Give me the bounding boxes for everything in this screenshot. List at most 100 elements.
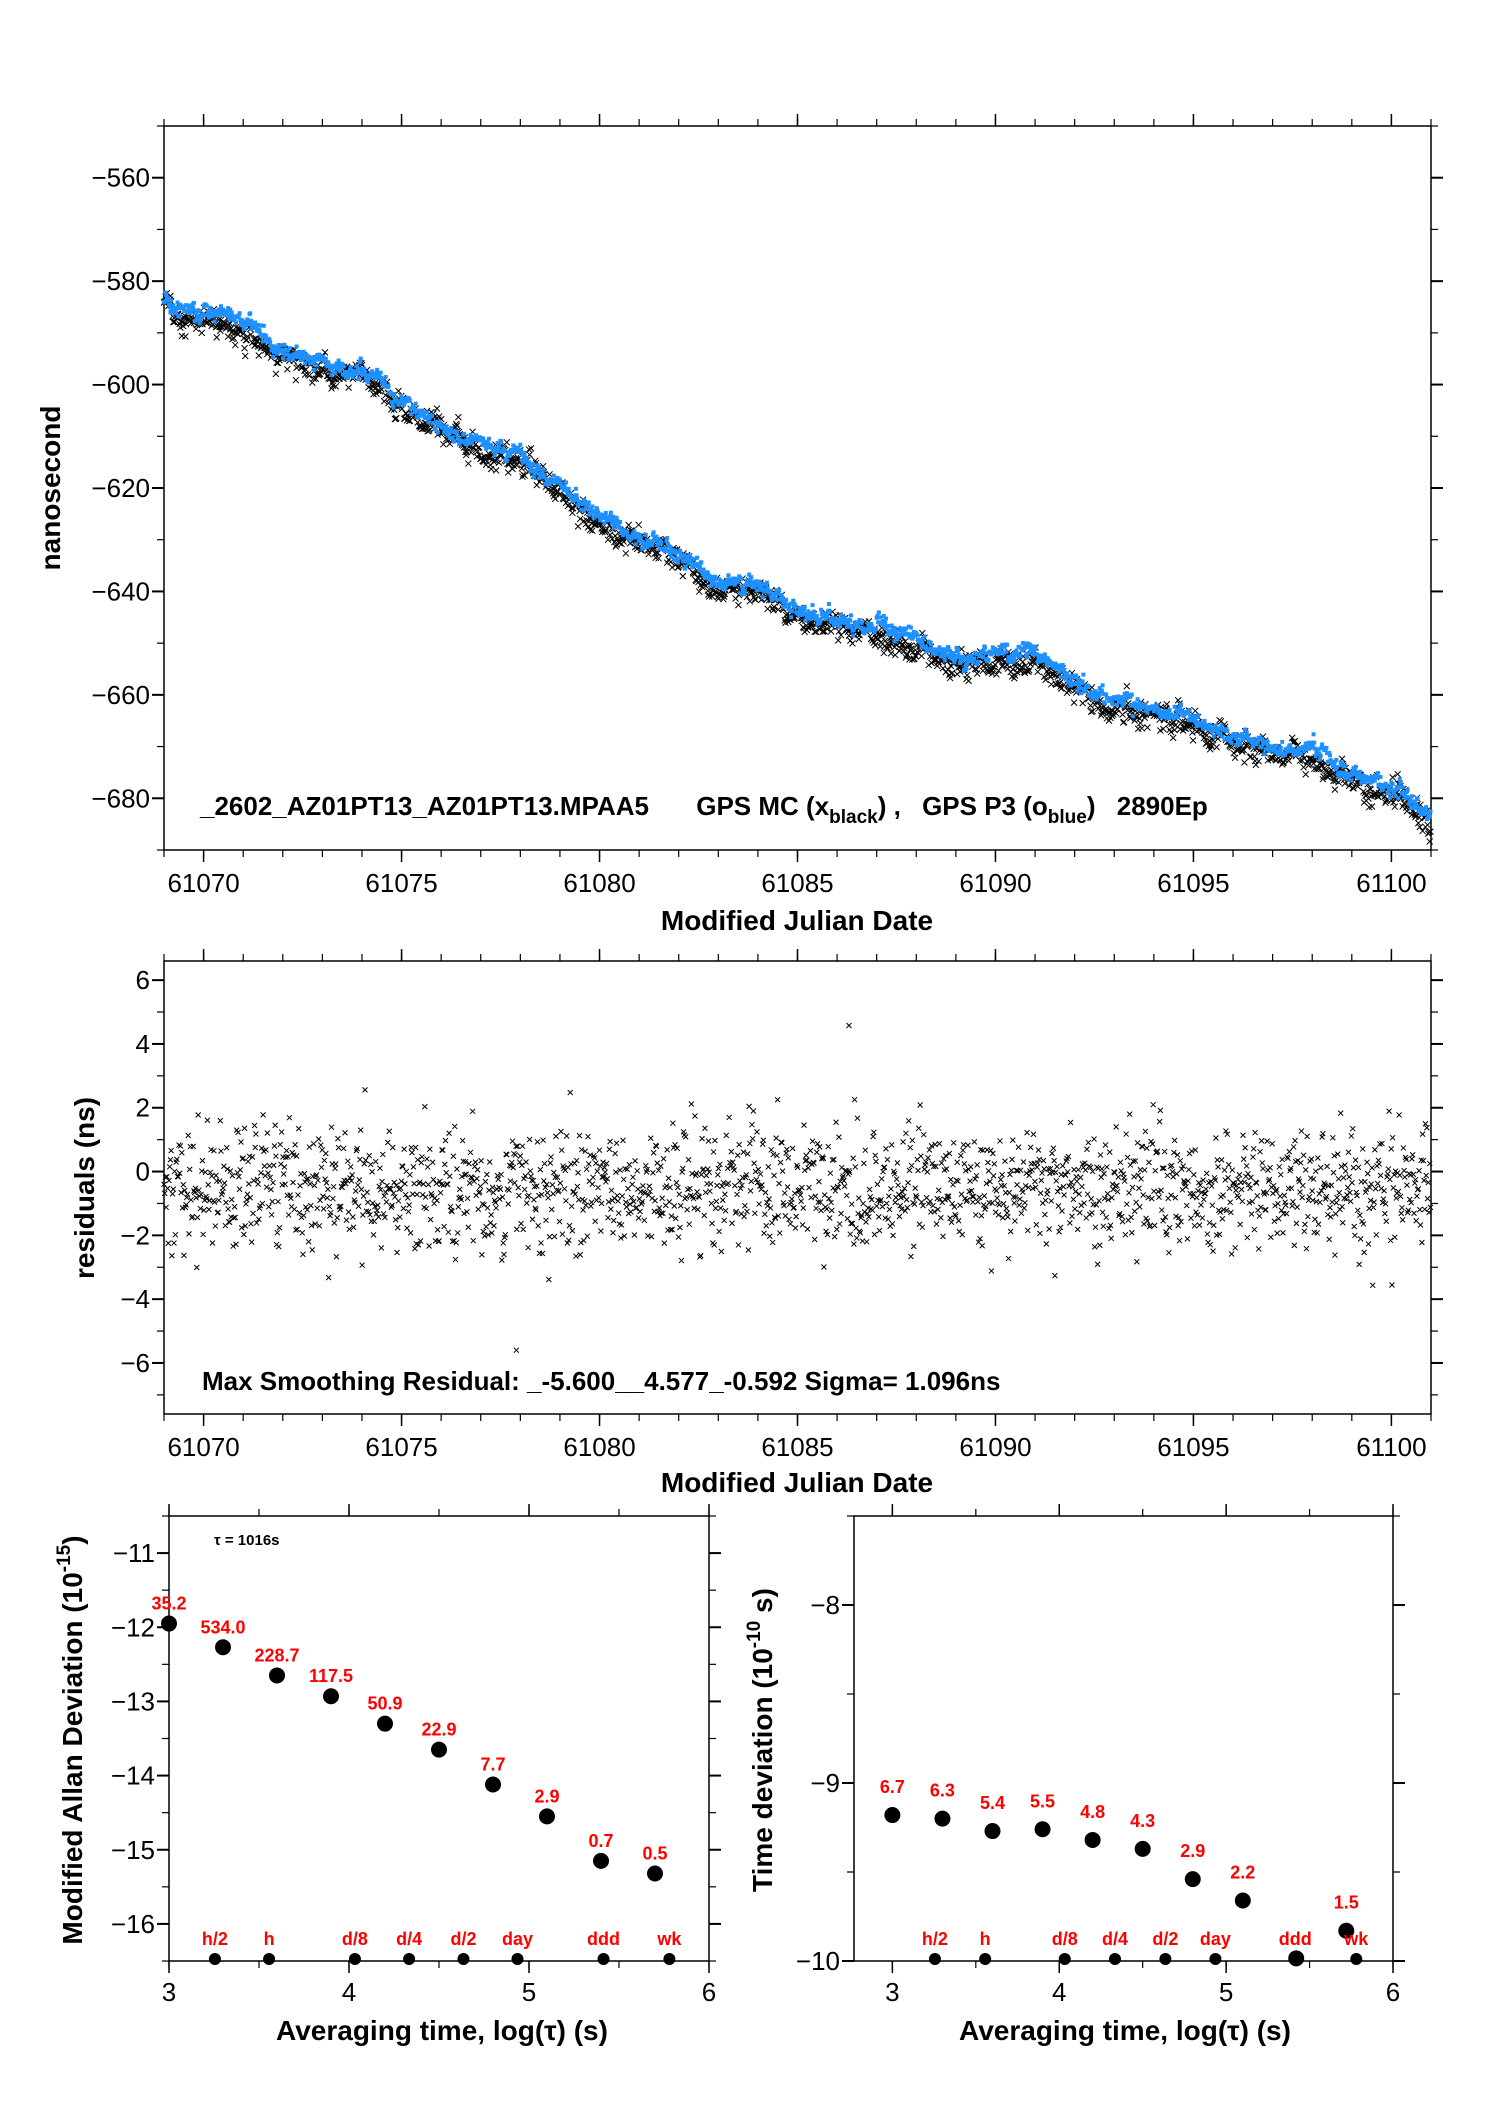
residual-point (741, 1213, 747, 1220)
blue-o-point (857, 618, 862, 623)
blue-o-point (486, 441, 491, 446)
residual-point (915, 1167, 921, 1174)
residual-point (721, 1217, 728, 1224)
residual-point (267, 1174, 274, 1181)
residual-point (184, 1191, 191, 1198)
residual-point (558, 1147, 565, 1154)
residual-point (518, 1220, 524, 1227)
residual-point (204, 1117, 211, 1124)
residual-point (479, 1251, 485, 1258)
blue-o-point (769, 597, 774, 602)
blue-o-point (630, 531, 635, 536)
residual-point (691, 1205, 698, 1212)
residual-point (687, 1185, 693, 1192)
blue-o-point (1042, 658, 1047, 663)
residual-point (684, 1206, 690, 1213)
blue-o-point (728, 577, 733, 582)
blue-o-point (259, 323, 264, 328)
residual-point (166, 1163, 173, 1170)
blue-o-point (1086, 684, 1091, 689)
residual-point (620, 1137, 626, 1144)
residual-point (791, 1204, 797, 1211)
blue-o-point (281, 351, 286, 356)
residual-point (325, 1274, 332, 1281)
blue-o-point (1386, 790, 1391, 795)
residual-point (791, 1190, 798, 1197)
blue-o-point (1327, 750, 1332, 755)
residual-point (826, 1195, 832, 1202)
blue-o-point (565, 489, 570, 494)
black-x-point (1011, 672, 1019, 679)
residual-point (484, 1204, 491, 1211)
blue-o-point (881, 613, 886, 618)
residual-point (731, 1167, 738, 1174)
residual-point (466, 1180, 473, 1187)
residual-point (409, 1149, 415, 1156)
x-tick-label: 61080 (563, 1432, 635, 1462)
blue-o-point (1059, 675, 1064, 680)
residual-point (388, 1204, 395, 1211)
residual-point (259, 1200, 266, 1207)
black-x-point (1252, 761, 1260, 769)
blue-o-point (769, 595, 774, 600)
blue-o-point (1026, 644, 1031, 649)
residual-point (305, 1175, 311, 1182)
blue-o-point (672, 548, 677, 553)
residual-point (650, 1149, 657, 1156)
blue-o-point (633, 535, 638, 540)
residual-point (476, 1188, 483, 1195)
black-x-point (668, 564, 676, 571)
blue-o-point (862, 631, 867, 636)
residual-point (317, 1142, 324, 1148)
blue-o-point (229, 310, 234, 315)
blue-o-point (1136, 707, 1141, 712)
residual-point (313, 1172, 320, 1178)
residual-point (495, 1176, 502, 1183)
residual-point (712, 1137, 718, 1144)
blue-o-point (226, 306, 231, 311)
blue-o-point (314, 363, 319, 368)
residual-point (404, 1195, 411, 1201)
black-x-point (1394, 770, 1402, 778)
blue-o-point (1339, 760, 1344, 765)
residual-point (342, 1129, 348, 1136)
blue-o-point (915, 632, 920, 637)
blue-o-point (1254, 742, 1259, 747)
blue-o-point (1038, 656, 1043, 661)
y-tick-label: 0 (136, 1157, 150, 1187)
blue-o-point (581, 501, 586, 506)
residual-point (577, 1251, 584, 1258)
residual-point (957, 1202, 963, 1209)
residual-point (659, 1195, 666, 1202)
blue-o-point (836, 625, 841, 630)
blue-o-point (483, 440, 488, 445)
blue-o-point (1129, 692, 1134, 697)
residual-point (864, 1210, 871, 1217)
residual-point (582, 1148, 589, 1155)
residual-point (516, 1159, 523, 1165)
blue-o-point (1333, 767, 1338, 772)
x-tick-label: 61085 (761, 1432, 833, 1462)
blue-o-point (586, 504, 591, 509)
residual-point (692, 1113, 698, 1119)
blue-o-point (302, 352, 307, 357)
residual-point (188, 1196, 194, 1203)
residual-point (672, 1141, 678, 1148)
black-x-point (811, 628, 819, 636)
blue-o-point (616, 523, 621, 528)
blue-o-point (1145, 710, 1150, 715)
blue-o-point (778, 597, 783, 602)
blue-o-point (1310, 744, 1315, 749)
blue-o-point (666, 549, 671, 554)
blue-o-point (702, 575, 707, 580)
residual-point (617, 1235, 624, 1241)
blue-o-point (524, 455, 529, 460)
blue-o-point (443, 424, 448, 429)
residual-point (467, 1149, 474, 1156)
blue-o-point (1241, 736, 1246, 741)
blue-o-point (447, 429, 452, 434)
blue-o-point (1125, 692, 1130, 697)
black-x-point (1425, 828, 1433, 836)
blue-o-point (1211, 726, 1216, 731)
residual-point (235, 1173, 242, 1180)
